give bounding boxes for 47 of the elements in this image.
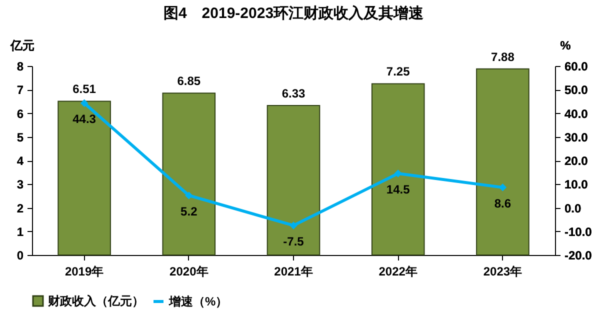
y2-tick-label: 40.0	[564, 106, 588, 121]
data-label: 6.33	[282, 86, 306, 100]
point	[185, 192, 193, 200]
x-tick-label: 2021年	[274, 264, 313, 278]
chart-title: 图4 2019-2023环江财政收入及其增速	[163, 5, 425, 22]
point	[80, 99, 88, 107]
y-tick-label: 0	[16, 248, 24, 262]
point	[394, 170, 402, 178]
point	[290, 222, 298, 230]
y-axis-title: 亿元	[10, 38, 34, 52]
x-tick-label: 2022年	[378, 264, 418, 278]
data-label: 6.85	[177, 74, 201, 88]
bar	[476, 68, 530, 256]
y-tick-label: 7	[16, 83, 24, 98]
bar	[266, 104, 320, 256]
legend-label: 增速（%）	[168, 294, 228, 308]
y2-axis-title: %	[560, 38, 572, 52]
y2-tick-label: 0.0	[564, 201, 582, 216]
data-label: 6.51	[72, 82, 96, 96]
y-tick-label: 4	[16, 154, 24, 168]
legend-label: 财政收入（亿元）	[47, 294, 144, 308]
x-tick-label: 2019年	[64, 264, 104, 278]
x-tick-label: 2023年	[483, 264, 522, 278]
y2-tick-label: 60.0	[564, 60, 588, 74]
y-tick-label: 5	[16, 130, 24, 144]
x-tick-label: 2020年	[170, 264, 208, 278]
y-tick-label: 8	[16, 60, 24, 74]
y-tick-label: 2	[16, 201, 24, 216]
data-label: 14.5	[386, 182, 410, 196]
y2-tick-label: 20.0	[564, 154, 588, 168]
y-tick-label: 3	[16, 178, 24, 192]
data-label: -7.5	[283, 234, 304, 248]
bar	[371, 83, 425, 256]
y2-tick-label: 10.0	[564, 178, 588, 192]
y2-tick-label: 50.0	[564, 83, 588, 98]
y-tick-label: 6	[16, 106, 24, 121]
y2-tick-label: -10.0	[564, 224, 592, 239]
data-label: 7.25	[386, 64, 410, 79]
data-label: 8.6	[494, 196, 512, 210]
data-label: 44.3	[72, 112, 96, 126]
y2-tick-label: -20.0	[564, 248, 592, 262]
y-tick-label: 1	[16, 224, 24, 239]
bar	[58, 100, 111, 256]
bar	[162, 92, 216, 256]
data-label: 7.88	[491, 50, 515, 64]
data-label: 5.2	[180, 204, 198, 218]
y2-tick-label: 30.0	[564, 130, 588, 144]
